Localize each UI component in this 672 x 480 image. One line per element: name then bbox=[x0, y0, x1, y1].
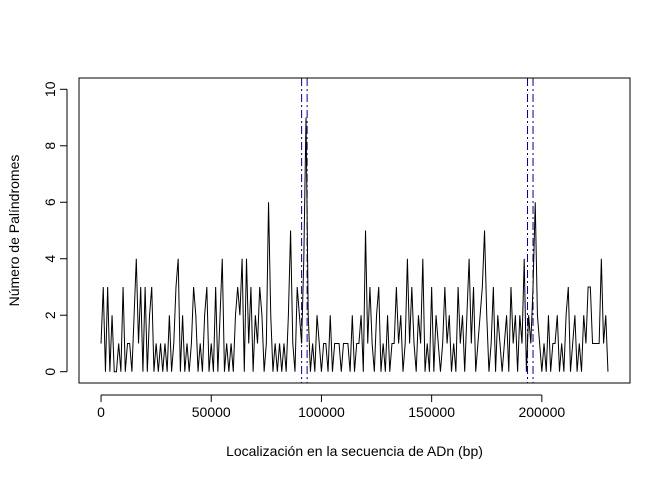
x-axis: 0 50000 100000 150000 200000 bbox=[97, 394, 565, 420]
series-line-0 bbox=[100, 117, 609, 373]
y-tick-label: 8 bbox=[42, 142, 58, 150]
y-tick-label: 10 bbox=[42, 81, 58, 97]
series-layer bbox=[100, 117, 609, 373]
y-axis-title: Número de Palíndromes bbox=[6, 155, 22, 307]
x-tick-label: 150000 bbox=[408, 404, 455, 420]
y-tick-label: 0 bbox=[42, 368, 58, 376]
y-tick-label: 2 bbox=[42, 311, 58, 319]
x-tick-label: 50000 bbox=[192, 404, 231, 420]
x-tick-label: 200000 bbox=[518, 404, 565, 420]
vertical-marker-lines bbox=[301, 78, 534, 383]
x-axis-title: Localización en la secuencia de ADn (bp) bbox=[226, 443, 483, 459]
plot-frame bbox=[78, 77, 631, 384]
x-tick-label: 100000 bbox=[298, 404, 345, 420]
y-axis: 0 2 4 6 8 10 bbox=[42, 81, 68, 376]
y-tick-label: 6 bbox=[42, 198, 58, 206]
y-tick-label: 4 bbox=[42, 255, 58, 263]
x-tick-label: 0 bbox=[97, 404, 105, 420]
